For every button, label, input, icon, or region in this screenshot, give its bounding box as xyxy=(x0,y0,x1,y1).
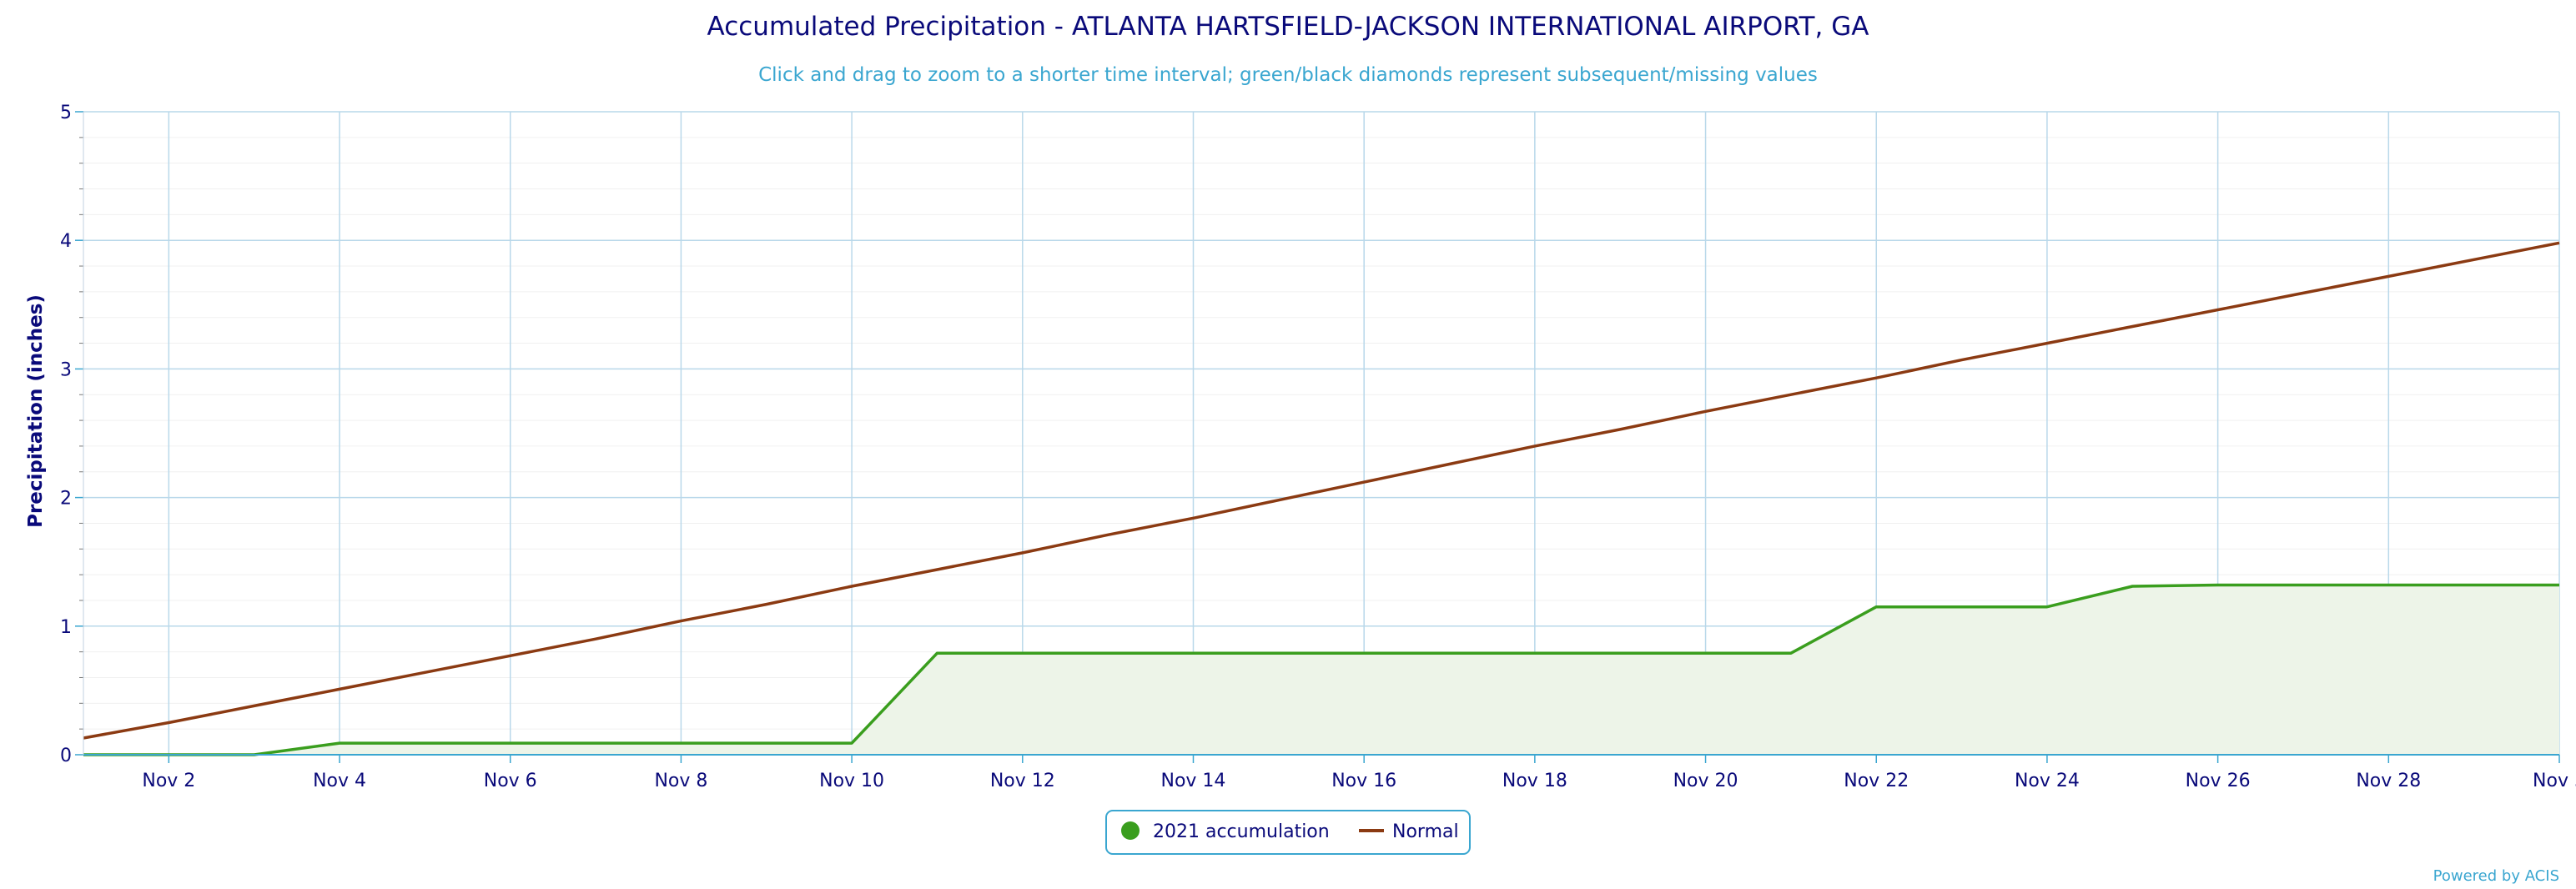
data-point-normal[interactable] xyxy=(2211,302,2226,317)
data-point-normal[interactable] xyxy=(2125,319,2140,334)
chart-subtitle: Click and drag to zoom to a shorter time… xyxy=(758,64,1818,86)
x-tick-label: Nov 24 xyxy=(2015,771,2080,791)
data-point-normal[interactable] xyxy=(247,698,262,713)
x-tick-label: Nov 8 xyxy=(654,771,707,791)
series-line-layer xyxy=(83,235,2567,756)
data-point-normal[interactable] xyxy=(673,614,688,629)
x-tick-label: Nov 10 xyxy=(819,771,884,791)
data-point-normal[interactable] xyxy=(844,579,859,594)
data-point-2021-accumulation[interactable] xyxy=(2211,577,2226,592)
legend-box xyxy=(1105,810,1471,855)
x-tick-label: Nov 20 xyxy=(1673,771,1738,791)
x-tick-label: Nov 12 xyxy=(990,771,1055,791)
data-point-normal[interactable] xyxy=(1869,370,1884,385)
x-tick-label: Nov 18 xyxy=(1502,771,1567,791)
x-tick-label: Nov 2 xyxy=(142,771,195,791)
data-point-normal[interactable] xyxy=(1356,475,1371,490)
data-point-normal[interactable] xyxy=(1185,510,1200,525)
data-point-2021-accumulation[interactable] xyxy=(1613,645,1628,660)
data-point-2021-accumulation[interactable] xyxy=(1185,645,1200,660)
data-point-2021-accumulation[interactable] xyxy=(1955,600,1970,615)
credits-link[interactable]: Powered by ACIS xyxy=(2433,867,2559,885)
data-point-2021-accumulation[interactable] xyxy=(2125,579,2140,594)
series-line-normal[interactable] xyxy=(83,241,2560,740)
y-tick-label: 2 xyxy=(60,489,72,510)
legend: 2021 accumulation Normal xyxy=(1105,810,1471,855)
data-point-2021-accumulation[interactable] xyxy=(1271,645,1286,660)
x-tick-label: Nov 4 xyxy=(313,771,366,791)
data-point-normal[interactable] xyxy=(1527,439,1542,454)
data-point-2021-accumulation[interactable] xyxy=(929,645,944,660)
data-point-2021-accumulation[interactable] xyxy=(503,736,518,751)
data-point-normal[interactable] xyxy=(588,631,603,646)
data-point-normal[interactable] xyxy=(2040,336,2055,351)
data-point-normal[interactable] xyxy=(1442,457,1457,472)
x-tick-label: Nov 3 xyxy=(2533,771,2576,791)
data-point-2021-accumulation[interactable] xyxy=(1100,645,1115,660)
x-tick-label: Nov 6 xyxy=(484,771,537,791)
data-point-normal[interactable] xyxy=(503,648,518,663)
data-point-2021-accumulation[interactable] xyxy=(2040,600,2055,615)
data-point-normal[interactable] xyxy=(2381,269,2396,284)
series-area-2021-accumulation xyxy=(83,585,2559,755)
x-tick-label: Nov 22 xyxy=(1844,771,1909,791)
data-point-2021-accumulation[interactable] xyxy=(1698,645,1713,660)
data-point-normal[interactable] xyxy=(1015,545,1030,560)
data-point-2021-accumulation[interactable] xyxy=(673,736,688,751)
y-tick-label: 0 xyxy=(60,746,72,766)
data-point-normal[interactable] xyxy=(1698,404,1713,419)
data-point-2021-accumulation[interactable] xyxy=(417,736,432,751)
data-point-2021-accumulation[interactable] xyxy=(2552,577,2567,592)
chart-title: Accumulated Precipitation - ATLANTA HART… xyxy=(707,12,1869,42)
data-point-normal[interactable] xyxy=(1784,387,1799,402)
data-point-normal[interactable] xyxy=(1100,527,1115,542)
data-point-2021-accumulation[interactable] xyxy=(1527,645,1542,660)
y-tick-label: 1 xyxy=(60,617,72,638)
data-point-normal[interactable] xyxy=(1955,353,1970,368)
data-point-2021-accumulation[interactable] xyxy=(759,736,774,751)
legend-swatch-accumulation xyxy=(1121,821,1140,840)
y-tick-label: 3 xyxy=(60,359,72,380)
legend-label-accumulation: 2021 accumulation xyxy=(1153,821,1330,842)
data-point-normal[interactable] xyxy=(2296,285,2311,300)
y-axis-label: Precipitation (inches) xyxy=(25,294,47,528)
y-tick-label: 5 xyxy=(60,103,72,123)
data-point-2021-accumulation[interactable] xyxy=(1869,600,1884,615)
series-area-layer xyxy=(83,585,2559,755)
x-tick-label: Nov 26 xyxy=(2186,771,2251,791)
data-point-2021-accumulation[interactable] xyxy=(2296,577,2311,592)
series-line-2021-accumulation[interactable] xyxy=(83,583,2559,756)
x-tick-label: Nov 28 xyxy=(2356,771,2421,791)
data-point-normal[interactable] xyxy=(417,665,432,680)
data-point-normal[interactable] xyxy=(929,562,944,577)
data-point-normal[interactable] xyxy=(1613,422,1628,437)
data-point-2021-accumulation[interactable] xyxy=(1356,645,1371,660)
data-point-2021-accumulation[interactable] xyxy=(2381,577,2396,592)
x-tick-label: Nov 14 xyxy=(1161,771,1226,791)
data-point-normal[interactable] xyxy=(1271,493,1286,508)
data-point-2021-accumulation[interactable] xyxy=(844,736,859,751)
data-point-normal[interactable] xyxy=(2467,252,2482,267)
data-point-2021-accumulation[interactable] xyxy=(1442,645,1457,660)
axes: 0 1 2 3 4 5 Nov 2 Nov 4 Nov 6 Nov 8 Nov 10 Nov 12 No… xyxy=(60,103,2576,791)
data-point-normal[interactable] xyxy=(332,681,347,696)
data-point-2021-accumulation[interactable] xyxy=(332,736,347,751)
y-tick-label: 4 xyxy=(60,231,72,252)
data-point-2021-accumulation[interactable] xyxy=(1015,645,1030,660)
data-point-2021-accumulation[interactable] xyxy=(588,736,603,751)
data-point-2021-accumulation[interactable] xyxy=(2467,577,2482,592)
data-point-normal[interactable] xyxy=(2552,235,2567,250)
legend-item-accumulation[interactable]: 2021 accumulation xyxy=(1121,821,1330,842)
legend-item-normal[interactable]: Normal xyxy=(1359,821,1459,842)
data-point-2021-accumulation[interactable] xyxy=(1784,645,1799,660)
data-point-normal[interactable] xyxy=(759,597,774,612)
data-point-normal[interactable] xyxy=(161,715,176,730)
x-tick-label: Nov 16 xyxy=(1331,771,1396,791)
legend-label-normal: Normal xyxy=(1392,821,1459,842)
